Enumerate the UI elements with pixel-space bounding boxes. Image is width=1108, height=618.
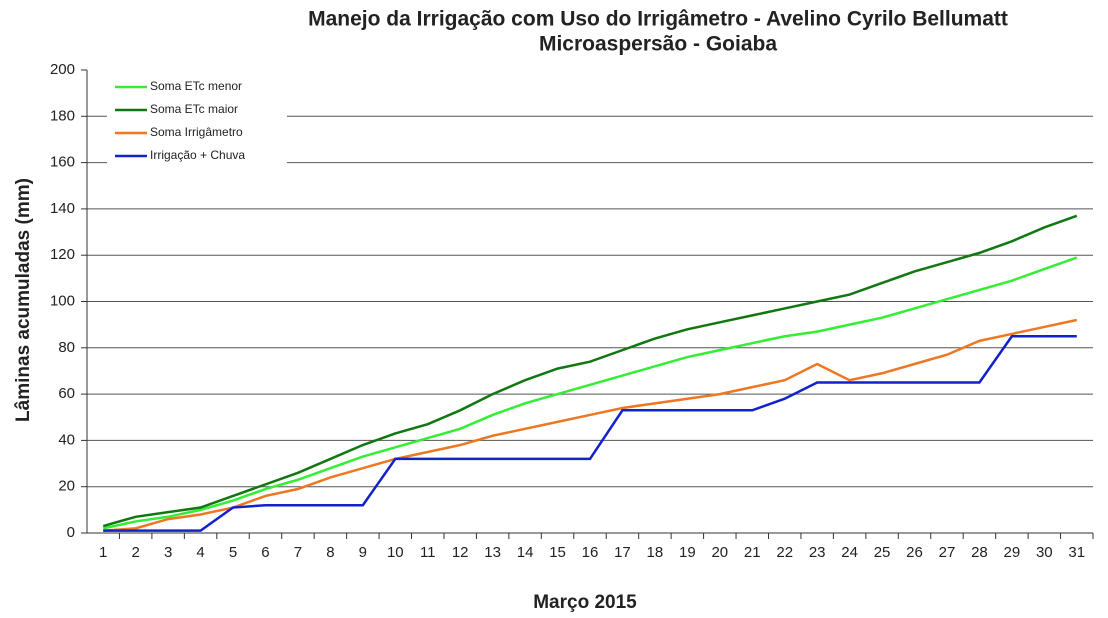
y-tick-label: 60: [58, 385, 75, 402]
chart-subtitle: Microaspersão - Goiaba: [539, 33, 777, 56]
x-tick-label: 2: [132, 544, 140, 561]
legend-label: Soma ETc maior: [150, 102, 238, 116]
y-axis-label: Lâminas acumuladas (mm): [13, 178, 34, 422]
x-tick-label: 1: [99, 544, 107, 561]
x-tick-label: 31: [1068, 544, 1085, 561]
y-tick-label: 100: [50, 292, 75, 309]
y-tick-label: 140: [50, 200, 75, 217]
x-tick-label: 10: [387, 544, 404, 561]
y-tick-label: 160: [50, 154, 75, 171]
series-line: [103, 334, 1077, 532]
y-tick-label: 200: [50, 61, 75, 78]
x-tick-label: 30: [1036, 544, 1053, 561]
x-tick-label: 18: [647, 544, 664, 561]
x-tick-label: 16: [582, 544, 599, 561]
x-tick-label: 25: [874, 544, 891, 561]
x-tick-label: 13: [484, 544, 501, 561]
x-tick-label: 21: [744, 544, 761, 561]
y-tick-label: 180: [50, 107, 75, 124]
x-tick-label: 12: [452, 544, 469, 561]
x-tick-label: 5: [229, 544, 237, 561]
x-tick-label: 26: [906, 544, 923, 561]
y-tick-label: 120: [50, 246, 75, 263]
x-tick-label: 22: [776, 544, 793, 561]
x-axis-label: Março 2015: [533, 592, 637, 613]
y-tick-label: 20: [58, 478, 75, 495]
chart-title: Manejo da Irrigação com Uso do Irrigâmet…: [308, 8, 1008, 31]
x-tick-label: 19: [679, 544, 696, 561]
x-tick-label: 9: [359, 544, 367, 561]
series-line: [102, 214, 1078, 528]
x-tick-label: 24: [841, 544, 858, 561]
x-tick-label: 3: [164, 544, 172, 561]
y-tick-label: 40: [58, 431, 75, 448]
legend-label: Soma Irrigâmetro: [150, 125, 243, 139]
x-tick-label: 27: [939, 544, 956, 561]
legend-label: Soma ETc menor: [150, 79, 242, 93]
x-tick-label: 28: [971, 544, 988, 561]
x-tick-label: 4: [196, 544, 204, 561]
y-tick-label: 80: [58, 339, 75, 356]
x-tick-label: 11: [420, 544, 436, 561]
y-tick-label: 0: [67, 524, 75, 541]
series-line: [102, 256, 1078, 530]
x-tick-label: 23: [809, 544, 826, 561]
x-tick-label: 29: [1004, 544, 1021, 561]
legend-label: Irrigação + Chuva: [150, 148, 245, 162]
x-tick-label: 15: [549, 544, 566, 561]
x-tick-label: 6: [261, 544, 269, 561]
x-tick-label: 14: [517, 544, 534, 561]
x-tick-label: 20: [711, 544, 728, 561]
x-tick-label: 8: [326, 544, 334, 561]
x-tick-label: 7: [294, 544, 302, 561]
x-tick-label: 17: [614, 544, 631, 561]
series-line: [103, 318, 1078, 532]
